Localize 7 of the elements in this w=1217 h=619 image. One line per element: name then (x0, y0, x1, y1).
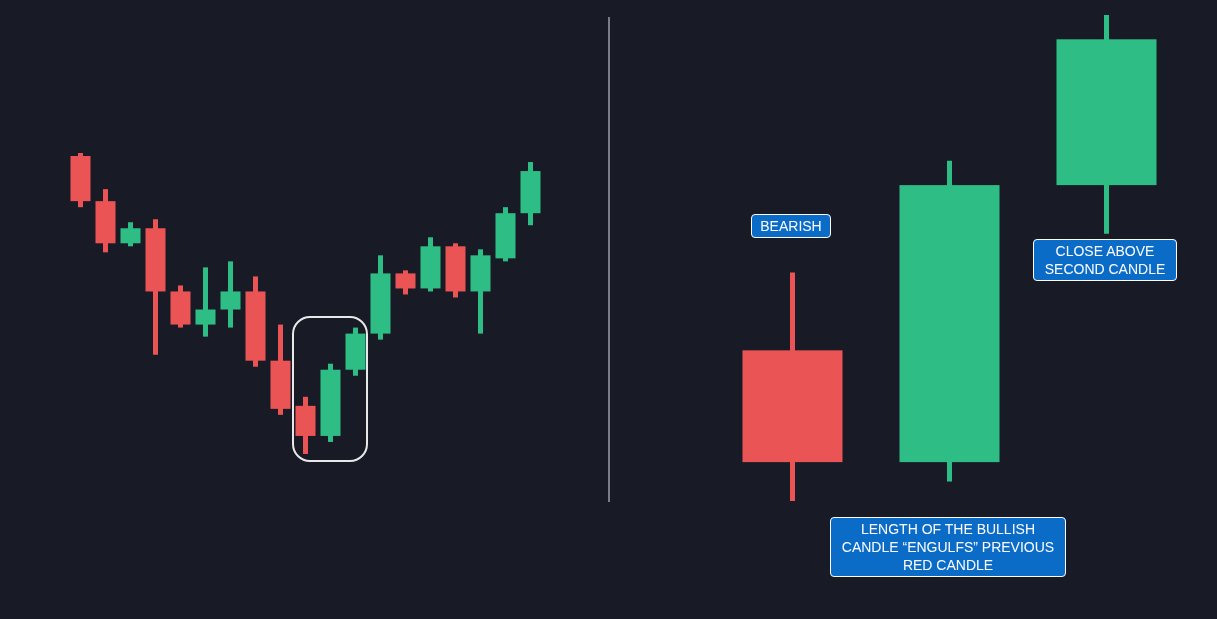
annotation: BEARISH (751, 214, 831, 238)
candlestick (195, 267, 216, 337)
annotation: CLOSE ABOVE SECOND CANDLE (1033, 239, 1177, 281)
candlestick (395, 270, 416, 295)
text: LENGTH OF THE BULLISH CANDLE “ENGULFS” PREVIOUS RED CANDLE (830, 517, 1066, 577)
candlestick (220, 261, 241, 328)
candlestick (120, 222, 141, 247)
